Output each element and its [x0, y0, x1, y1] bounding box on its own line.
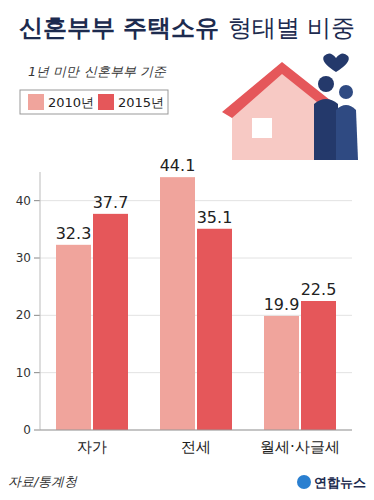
title-part: 형태별 비중 [228, 14, 356, 42]
tick-mark [34, 372, 40, 373]
category-label: 전세 [181, 438, 211, 456]
house-roof [222, 62, 330, 118]
baseline [40, 430, 352, 431]
person-body [314, 99, 338, 160]
background [0, 0, 374, 500]
title-part: 신혼부부 주택소유 [19, 14, 228, 42]
category-label: 자가 [77, 438, 107, 456]
grid-line [40, 430, 352, 431]
tick-label: 40 [16, 194, 31, 208]
data-label: 37.7 [93, 193, 129, 212]
legend-swatch [98, 94, 114, 110]
tick-mark [34, 430, 40, 431]
data-labels: 32.337.7 44.1 35.1 19.922.5 [56, 156, 337, 314]
bar [264, 316, 299, 430]
tick-mark [34, 258, 40, 259]
chart-svg: 신혼부부 주택소유 형태별 비중 1년 미만 신혼부부 기준 2010년 2015년 0… [0, 0, 374, 500]
house-wall [232, 68, 322, 160]
bar [56, 245, 91, 430]
tick-label: 30 [16, 251, 31, 265]
legend-label: 2015년 [118, 95, 164, 110]
illustration [222, 53, 358, 160]
person-head [318, 76, 334, 92]
tick-label: 0 [23, 423, 31, 437]
subtitle: 1년 미만 신혼부부 기준 [28, 64, 167, 79]
bar [93, 214, 128, 430]
heart [323, 53, 349, 72]
data-label: 19.9 [264, 295, 300, 314]
data-label: 44.1 [160, 156, 196, 175]
data-label: 22.5 [301, 280, 337, 299]
legend-label: 2010년 [48, 95, 94, 110]
person-head [339, 85, 353, 99]
tick-label: 20 [16, 308, 31, 322]
bar [160, 177, 195, 430]
source: 자료/통계청 [8, 474, 78, 489]
category-label: 월세·사글세 [260, 438, 340, 456]
tick-mark [34, 315, 40, 316]
house-window [252, 118, 272, 138]
legend-frame [20, 90, 168, 114]
tick-label: 10 [16, 366, 31, 380]
grid-line [40, 200, 352, 201]
credit: 연합뉴스 [314, 475, 366, 490]
title: 신혼부부 주택소유 형태별 비중 [19, 14, 355, 42]
data-label: 32.3 [56, 224, 92, 243]
logo-mark [297, 475, 311, 489]
chart-root: 신혼부부 주택소유 형태별 비중 1년 미만 신혼부부 기준 2010년 2015년 0… [0, 0, 374, 500]
bar [301, 301, 336, 430]
legend: 2010년 2015년 [20, 90, 168, 114]
bars [56, 177, 336, 430]
bar [197, 229, 232, 430]
legend-swatch [28, 94, 44, 110]
tick-mark [34, 200, 40, 201]
y-axis-line [40, 172, 41, 430]
data-label: 35.1 [197, 208, 233, 227]
person-body [336, 105, 358, 160]
